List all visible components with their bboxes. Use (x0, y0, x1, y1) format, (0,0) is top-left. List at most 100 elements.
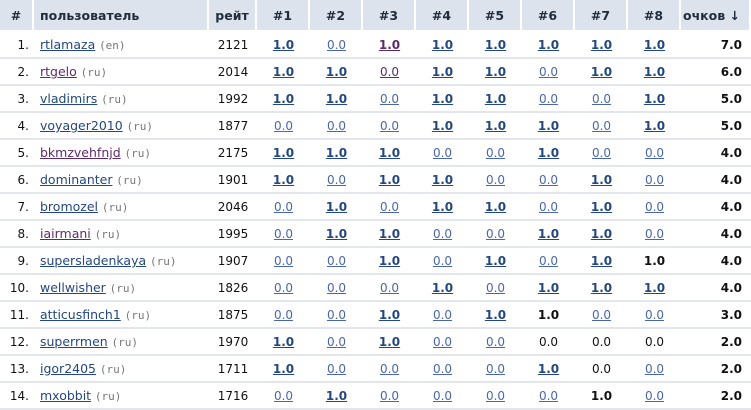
user-link[interactable]: rtlamaza (40, 37, 96, 52)
round-result[interactable]: 0.0 (644, 172, 665, 187)
round-result[interactable]: 0.0 (379, 64, 400, 79)
round-result[interactable]: 0.0 (644, 226, 665, 241)
round-result[interactable]: 0.0 (432, 253, 453, 268)
user-link[interactable]: voyager2010 (40, 118, 123, 133)
round-result[interactable]: 1.0 (537, 226, 560, 241)
round-result[interactable]: 0.0 (379, 118, 400, 133)
round-result[interactable]: 1.0 (537, 145, 560, 160)
round-result[interactable]: 0.0 (379, 280, 400, 295)
round-result[interactable]: 0.0 (485, 388, 506, 403)
round-result[interactable]: 1.0 (484, 199, 507, 214)
round-result[interactable]: 0.0 (432, 361, 453, 376)
round-result[interactable]: 0.0 (538, 253, 559, 268)
round-result[interactable]: 1.0 (325, 388, 348, 403)
round-result[interactable]: 0.0 (326, 253, 347, 268)
round-result[interactable]: 0.0 (485, 280, 506, 295)
header-round-3[interactable]: #3 (363, 0, 416, 32)
round-result[interactable]: 1.0 (537, 37, 560, 52)
round-result[interactable]: 1.0 (325, 145, 348, 160)
round-result[interactable]: 0.0 (273, 118, 294, 133)
round-result[interactable]: 0.0 (273, 388, 294, 403)
round-result[interactable]: 0.0 (538, 199, 559, 214)
round-result[interactable]: 0.0 (485, 361, 506, 376)
round-result[interactable]: 1.0 (272, 64, 295, 79)
round-result[interactable]: 1.0 (590, 226, 613, 241)
header-round-4[interactable]: #4 (416, 0, 469, 32)
round-result[interactable]: 1.0 (431, 37, 454, 52)
round-result[interactable]: 1.0 (431, 118, 454, 133)
round-result[interactable]: 1.0 (325, 226, 348, 241)
round-result[interactable]: 1.0 (643, 64, 666, 79)
user-link[interactable]: dominanter (40, 172, 113, 187)
round-result[interactable]: 1.0 (484, 253, 507, 268)
user-link[interactable]: mxobbit (40, 388, 92, 403)
round-result[interactable]: 0.0 (644, 388, 665, 403)
round-result[interactable]: 0.0 (538, 91, 559, 106)
user-link[interactable]: atticusfinch1 (40, 307, 121, 322)
round-result[interactable]: 1.0 (590, 172, 613, 187)
round-result[interactable]: 0.0 (644, 145, 665, 160)
round-result[interactable]: 0.0 (273, 253, 294, 268)
round-result[interactable]: 1.0 (272, 37, 295, 52)
header-points-sort[interactable]: очков ↓ (681, 0, 751, 32)
round-result[interactable]: 1.0 (484, 307, 507, 322)
round-result[interactable]: 1.0 (325, 91, 348, 106)
round-result[interactable]: 0.0 (379, 388, 400, 403)
round-result[interactable]: 1.0 (643, 118, 666, 133)
round-result[interactable]: 0.0 (326, 307, 347, 322)
round-result[interactable]: 1.0 (431, 280, 454, 295)
user-link[interactable]: bromozel (40, 199, 98, 214)
header-round-1[interactable]: #1 (257, 0, 310, 32)
round-result[interactable]: 1.0 (272, 334, 295, 349)
round-result[interactable]: 1.0 (431, 199, 454, 214)
round-result[interactable]: 1.0 (378, 172, 401, 187)
round-result[interactable]: 0.0 (538, 388, 559, 403)
round-result[interactable]: 0.0 (432, 226, 453, 241)
round-result[interactable]: 0.0 (644, 361, 665, 376)
round-result[interactable]: 1.0 (378, 253, 401, 268)
round-result[interactable]: 0.0 (273, 199, 294, 214)
round-result[interactable]: 0.0 (432, 334, 453, 349)
user-link[interactable]: vladimirs (40, 91, 98, 106)
header-round-2[interactable]: #2 (310, 0, 363, 32)
round-result[interactable]: 1.0 (484, 91, 507, 106)
round-result[interactable]: 1.0 (590, 199, 613, 214)
round-result[interactable]: 1.0 (590, 280, 613, 295)
round-result[interactable]: 0.0 (326, 280, 347, 295)
round-result[interactable]: 0.0 (379, 361, 400, 376)
round-result[interactable]: 1.0 (378, 226, 401, 241)
round-result[interactable]: 1.0 (378, 334, 401, 349)
round-result[interactable]: 1.0 (590, 37, 613, 52)
round-result[interactable]: 1.0 (272, 361, 295, 376)
round-result[interactable]: 0.0 (326, 37, 347, 52)
round-result[interactable]: 1.0 (431, 91, 454, 106)
round-result[interactable]: 1.0 (484, 118, 507, 133)
user-link[interactable]: rtgelo (40, 64, 77, 79)
round-result[interactable]: 0.0 (273, 226, 294, 241)
round-result[interactable]: 1.0 (537, 361, 560, 376)
user-link[interactable]: iairmani (40, 226, 91, 241)
round-result[interactable]: 0.0 (591, 91, 612, 106)
round-result[interactable]: 0.0 (591, 145, 612, 160)
header-round-6[interactable]: #6 (522, 0, 575, 32)
round-result[interactable]: 0.0 (485, 172, 506, 187)
round-result[interactable]: 1.0 (537, 118, 560, 133)
round-result[interactable]: 0.0 (379, 91, 400, 106)
round-result[interactable]: 0.0 (538, 172, 559, 187)
round-result[interactable]: 1.0 (643, 37, 666, 52)
round-result[interactable]: 1.0 (325, 64, 348, 79)
round-result[interactable]: 1.0 (325, 199, 348, 214)
round-result[interactable]: 0.0 (432, 388, 453, 403)
round-result[interactable]: 1.0 (431, 172, 454, 187)
round-result[interactable]: 1.0 (431, 64, 454, 79)
round-result[interactable]: 1.0 (590, 64, 613, 79)
user-link[interactable]: wellwisher (40, 280, 106, 295)
round-result[interactable]: 0.0 (485, 145, 506, 160)
user-link[interactable]: supersladenkaya (40, 253, 147, 268)
header-round-5[interactable]: #5 (469, 0, 522, 32)
round-result[interactable]: 1.0 (643, 280, 666, 295)
round-result[interactable]: 1.0 (484, 64, 507, 79)
round-result[interactable]: 0.0 (591, 307, 612, 322)
round-result[interactable]: 0.0 (432, 145, 453, 160)
round-result[interactable]: 0.0 (432, 307, 453, 322)
